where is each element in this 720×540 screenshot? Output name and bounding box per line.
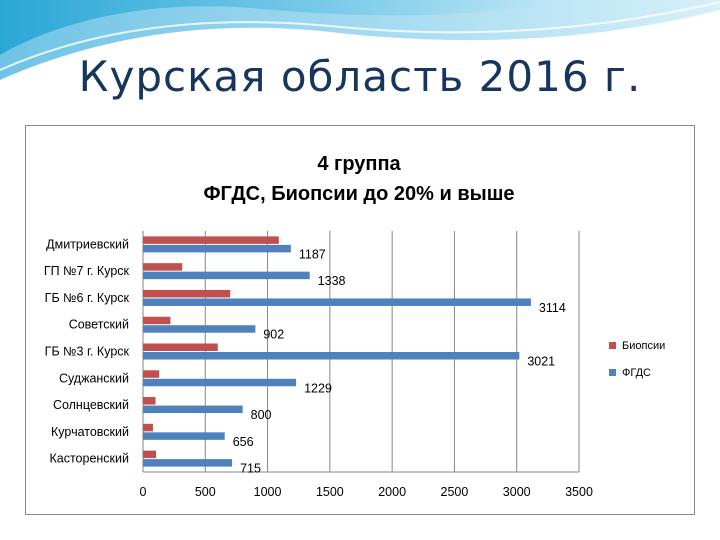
data-label: 3114 — [539, 301, 566, 315]
category-label: ГБ №3 г. Курск — [45, 345, 130, 359]
bar-fgds — [143, 352, 520, 360]
bar-biopsy — [143, 236, 279, 244]
legend-label: ФГДС — [622, 367, 651, 379]
bar-biopsy — [143, 316, 171, 325]
slide-title: Курская область 2016 г. — [78, 52, 642, 101]
data-label: 656 — [233, 435, 254, 449]
header-wave-back — [0, 0, 720, 80]
labels: 0 500 1000 1500 2000 2500 3000 3500 Дмитриевский… — [44, 237, 593, 499]
bar-biopsy — [143, 423, 153, 432]
data-label: 1338 — [318, 274, 346, 288]
header-wave-front — [0, 0, 560, 55]
x-tick-label: 3500 — [565, 485, 593, 499]
category-label: Курчатовский — [51, 425, 129, 439]
category-label: Советский — [69, 318, 129, 332]
category-label: Суджанский — [59, 371, 129, 385]
category-label: Дмитриевский — [46, 237, 129, 251]
data-label: 902 — [263, 328, 284, 342]
x-tick-label: 0 — [140, 485, 147, 499]
data-label: 800 — [251, 408, 272, 422]
bar-biopsy — [143, 450, 157, 459]
legend: Биопсии ФГДС — [609, 340, 665, 379]
legend-label: Биопсии — [622, 340, 665, 352]
legend-swatch — [609, 369, 616, 376]
x-tick-label: 3000 — [503, 485, 531, 499]
bar-biopsy — [143, 263, 183, 271]
chart-title-line-1: 4 группа — [317, 153, 401, 175]
chart-frame: 4 группа ФГДС, Биопсии до 20% и выше 0 50… — [25, 125, 695, 515]
bar-biopsy — [143, 343, 218, 351]
bar-fgds — [143, 325, 256, 333]
bar-biopsy — [143, 397, 156, 405]
category-label: Солнцевский — [53, 398, 129, 412]
bar-fgds — [143, 378, 297, 387]
bar-fgds — [143, 405, 243, 414]
x-tick-label: 2000 — [378, 485, 406, 499]
data-label: 715 — [240, 462, 261, 476]
x-tick-label: 2500 — [441, 485, 469, 499]
bar-fgds — [143, 459, 233, 467]
bar-fgds — [143, 244, 291, 253]
x-tick-label: 1500 — [316, 485, 344, 499]
header-wave-line — [0, 1, 720, 71]
category-label: ГБ №6 г. Курск — [45, 291, 130, 305]
bars — [143, 236, 531, 467]
legend-swatch — [609, 342, 616, 349]
chart-title-line-2: ФГДС, Биопсии до 20% и выше — [203, 183, 514, 205]
bar-biopsy — [143, 370, 160, 378]
bar-fgds — [143, 271, 310, 280]
bar-biopsy — [143, 289, 231, 298]
x-tick-label: 500 — [195, 485, 216, 499]
x-tick-label: 1000 — [254, 485, 282, 499]
gridlines — [142, 231, 580, 473]
data-label: 1229 — [304, 381, 332, 395]
data-label: 1187 — [299, 247, 326, 261]
bar-fgds — [143, 432, 225, 440]
bar-fgds — [143, 298, 531, 306]
category-label: ГП №7 г. Курск — [44, 264, 130, 278]
bar-chart: 4 группа ФГДС, Биопсии до 20% и выше 0 50… — [44, 153, 665, 499]
category-label: Касторенский — [49, 452, 129, 466]
data-label: 3021 — [527, 355, 555, 369]
